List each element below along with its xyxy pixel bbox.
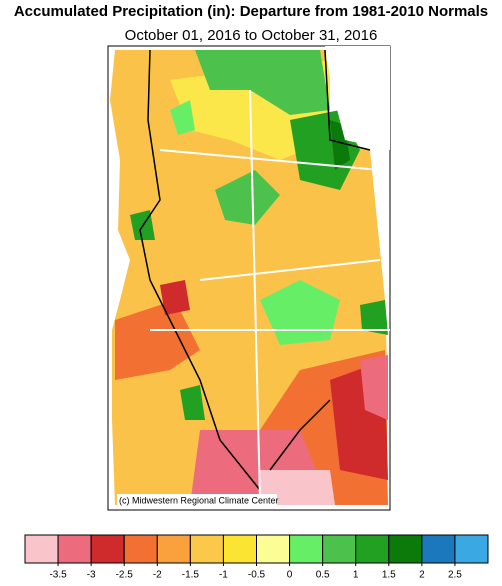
title: Accumulated Precipitation (in): Departur… [14, 3, 488, 20]
color-box [90, 534, 125, 564]
color-box [355, 534, 390, 564]
color-box [289, 534, 324, 564]
tick-label: 2.5 [448, 570, 462, 581]
credit: (c) Midwestern Regional Climate Center [119, 495, 279, 505]
tick-label: 2 [419, 570, 425, 581]
tick-label: 0.5 [316, 570, 330, 581]
color-box [123, 534, 158, 564]
color-box [222, 534, 258, 564]
tick-label: -1 [219, 570, 228, 581]
color-box [57, 534, 92, 564]
tick-label: 0 [287, 570, 293, 581]
color-box [156, 534, 191, 564]
color-box [24, 534, 59, 564]
tick-label: -0.5 [248, 570, 266, 581]
map: (c) Midwestern Regional Climate Center [107, 45, 391, 511]
tick-label: -1.5 [182, 570, 200, 581]
color-box [322, 534, 357, 564]
tick-label: 1 [353, 570, 359, 581]
color-box [189, 534, 224, 564]
color-box [256, 534, 291, 564]
tick-label: -2.5 [116, 570, 134, 581]
color-box [421, 534, 456, 564]
subtitle: October 01, 2016 to October 31, 2016 [125, 27, 378, 44]
tick-label: -3.5 [49, 570, 67, 581]
color-box [454, 534, 489, 564]
tick-label: 1.5 [382, 570, 396, 581]
tick-label: -3 [87, 570, 96, 581]
tick-label: -2 [153, 570, 162, 581]
colorbar: -3.5 -3 -2.5 -2 -1.5 -1 -0.5 0 0.5 1 1.5 2 2.5 [24, 534, 489, 581]
color-box [388, 534, 423, 564]
